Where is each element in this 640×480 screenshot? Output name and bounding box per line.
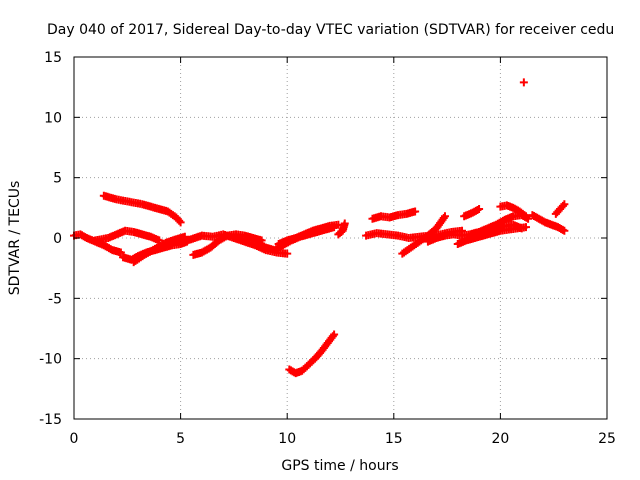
series-track-17: [466, 211, 533, 239]
data-point: [560, 200, 569, 209]
series-track-3: [91, 226, 164, 245]
x-tick-label: 15: [385, 431, 403, 447]
x-tick-label: 10: [278, 431, 296, 447]
x-tick-label: 25: [598, 431, 616, 447]
series-track-1: [70, 230, 125, 257]
data-point: [340, 219, 349, 228]
series-track-14: [398, 212, 449, 258]
y-tick-label: 0: [53, 231, 62, 247]
data-point: [521, 212, 530, 221]
data-point: [411, 207, 420, 216]
series-track-13: [368, 207, 420, 223]
y-tick-label: 5: [53, 171, 62, 187]
series-track-10: [334, 219, 349, 239]
series-track-20: [528, 211, 569, 235]
series-track-2: [99, 191, 185, 227]
data-point: [330, 330, 339, 339]
series-outlier: [519, 78, 528, 87]
chart-title: Day 040 of 2017, Sidereal Day-to-day VTE…: [47, 22, 614, 38]
data-points: [70, 78, 569, 378]
y-tick-label: -15: [39, 412, 62, 428]
x-axis-label: GPS time / hours: [281, 458, 398, 474]
data-point: [283, 249, 292, 258]
data-point: [520, 211, 529, 220]
data-point: [475, 205, 484, 214]
data-point: [176, 218, 185, 227]
series-track-9: [274, 220, 343, 249]
y-axis-label: SDTVAR / TECUs: [7, 181, 23, 296]
data-point: [175, 216, 184, 225]
data-point: [116, 248, 125, 257]
x-tick-label: 5: [176, 431, 185, 447]
x-tick-label: 0: [70, 431, 79, 447]
y-tick-label: 10: [44, 110, 62, 126]
y-tick-label: 15: [44, 50, 62, 66]
data-point: [558, 201, 567, 210]
data-point: [440, 212, 449, 221]
series-track-18: [460, 205, 484, 221]
series-track-21: [551, 200, 569, 218]
y-tick-label: -5: [48, 291, 62, 307]
series-track-11: [285, 330, 339, 378]
data-point: [519, 78, 528, 87]
y-tick-label: -10: [39, 352, 62, 368]
x-tick-label: 20: [491, 431, 509, 447]
axis-ticks: 0 5 10 15 20 25 -15 -10 -5 0 5 10 15: [39, 50, 616, 447]
series-track-19: [496, 201, 530, 221]
data-point: [560, 226, 569, 235]
data-point: [521, 223, 530, 232]
